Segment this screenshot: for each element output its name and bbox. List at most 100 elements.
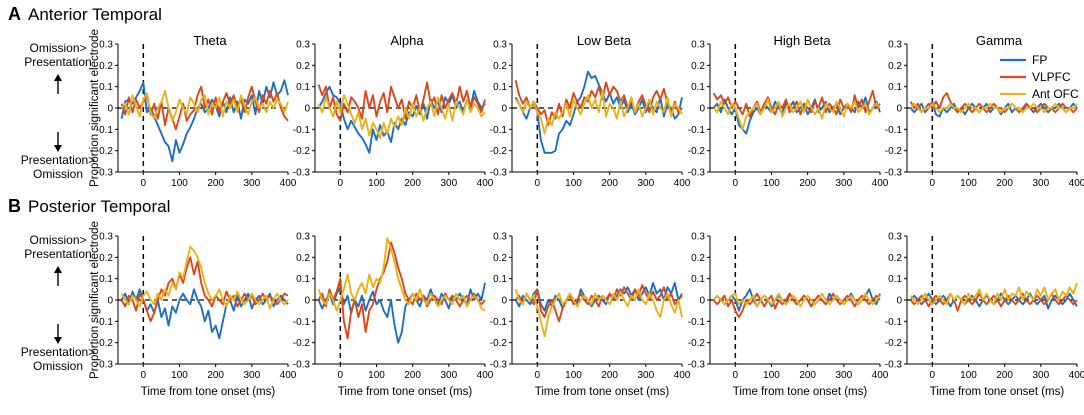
y-tick-label: 0.3 xyxy=(691,40,705,51)
y-tick-label: 0.1 xyxy=(888,274,902,285)
series-line-fp xyxy=(317,282,486,344)
row-title: Anterior Temporal xyxy=(28,5,162,24)
y-tick-label: 0.2 xyxy=(99,253,113,264)
y-tick-label: 0.3 xyxy=(888,40,902,51)
x-tick-label: 0 xyxy=(733,370,739,381)
arrow-up-head-icon xyxy=(54,266,62,273)
x-axis-label: Time from tone onset (ms) xyxy=(338,386,473,398)
x-tick-label: 100 xyxy=(171,370,188,381)
legend-label: Ant OFC xyxy=(1032,87,1079,101)
x-tick-label: 400 xyxy=(477,370,494,381)
y-tick-label: 0 xyxy=(107,104,113,115)
y-tick-label: -0.2 xyxy=(885,146,903,157)
panel-high-beta: High Beta 0.3 0.2 0.1 0 -0.1 -0.2 -0.3 0 100 200 30… xyxy=(688,33,889,189)
y-tick-label: -0.3 xyxy=(490,168,508,179)
x-axis-label: Time from tone onset (ms) xyxy=(535,386,670,398)
row-letter: A xyxy=(8,4,21,24)
x-tick-label: 400 xyxy=(872,178,889,189)
y-tick-label: 0 xyxy=(896,296,902,307)
panel-title: Alpha xyxy=(390,33,424,48)
y-tick-label: 0.3 xyxy=(99,40,113,51)
y-tick-label: 0.1 xyxy=(888,82,902,93)
y-axis-label: Proportion significant electrode xyxy=(89,29,101,187)
y-tick-label: -0.3 xyxy=(688,360,706,371)
x-tick-label: 300 xyxy=(243,178,260,189)
y-tick-label: -0.3 xyxy=(490,360,508,371)
panel-gamma: Gamma 0.3 0.2 0.1 0 -0.1 -0.2 -0.3 0 100 200 300 400 xyxy=(885,33,1084,189)
annotation-top-line-2: Presentation xyxy=(24,247,91,261)
y-tick-label: 0.1 xyxy=(99,82,113,93)
y-tick-label: -0.1 xyxy=(490,317,508,328)
series-line-vlpfc xyxy=(317,81,486,122)
x-tick-label: 100 xyxy=(763,370,780,381)
y-tick-label: 0.1 xyxy=(493,274,507,285)
y-tick-label: 0.1 xyxy=(493,82,507,93)
x-tick-label: 0 xyxy=(338,370,344,381)
x-tick-label: 200 xyxy=(799,178,816,189)
y-tick-label: 0.1 xyxy=(296,82,310,93)
y-tick-label: 0 xyxy=(501,296,507,307)
arrow-down-head-icon xyxy=(54,145,62,152)
x-tick-label: 0 xyxy=(338,178,344,189)
y-tick-label: 0.1 xyxy=(99,274,113,285)
y-tick-label: 0 xyxy=(107,296,113,307)
panel-low-beta: 0.3 0.2 0.1 0 -0.1 -0.2 -0.3 0 100 200 300 400 Time … xyxy=(490,232,691,399)
y-tick-label: 0.2 xyxy=(296,61,310,72)
y-tick-label: -0.1 xyxy=(293,317,311,328)
x-tick-label: 0 xyxy=(141,370,147,381)
y-tick-label: 0.3 xyxy=(888,232,902,243)
x-tick-label: 200 xyxy=(601,370,618,381)
annotation-bottom-line-2: Omission xyxy=(33,359,83,373)
x-tick-label: 200 xyxy=(996,370,1013,381)
panel-alpha: Alpha 0.3 0.2 0.1 0 -0.1 -0.2 -0.3 0 100 200 300 400 xyxy=(293,33,494,189)
x-tick-label: 400 xyxy=(280,178,297,189)
legend-label: FP xyxy=(1032,53,1047,67)
x-tick-label: 100 xyxy=(763,178,780,189)
row-b: B Posterior TemporalOmission>Presentation… xyxy=(8,196,1084,398)
y-tick-label: 0.1 xyxy=(691,274,705,285)
annotation-top-line-2: Presentation xyxy=(24,55,91,69)
y-tick-label: -0.3 xyxy=(885,168,903,179)
x-tick-label: 100 xyxy=(368,370,385,381)
y-tick-label: -0.3 xyxy=(885,360,903,371)
y-tick-label: -0.1 xyxy=(96,125,114,136)
y-tick-label: -0.2 xyxy=(490,338,508,349)
series-line-ant-ofc xyxy=(514,89,683,135)
y-tick-label: -0.1 xyxy=(96,317,114,328)
row-letter: B xyxy=(8,196,21,216)
x-axis-label: Time from tone onset (ms) xyxy=(930,386,1065,398)
series-line-ant-ofc xyxy=(120,89,289,122)
x-tick-label: 400 xyxy=(674,370,691,381)
y-tick-label: 0.2 xyxy=(493,253,507,264)
y-tick-label: -0.3 xyxy=(293,360,311,371)
series-line-fp xyxy=(317,85,486,154)
row-a: A Anterior TemporalOmission>PresentationP… xyxy=(8,4,1084,189)
y-tick-label: -0.1 xyxy=(490,125,508,136)
x-tick-label: 0 xyxy=(930,370,936,381)
y-tick-label: 0 xyxy=(896,104,902,115)
series-line-ant-ofc xyxy=(317,237,486,312)
series-line-ant-ofc xyxy=(120,245,289,310)
y-tick-label: 0.2 xyxy=(493,61,507,72)
y-tick-label: 0.2 xyxy=(691,61,705,72)
x-tick-label: 300 xyxy=(1032,370,1049,381)
y-tick-label: 0.2 xyxy=(888,61,902,72)
x-tick-label: 300 xyxy=(637,178,654,189)
x-tick-label: 100 xyxy=(960,178,977,189)
y-tick-label: -0.1 xyxy=(885,317,903,328)
x-tick-label: 300 xyxy=(440,370,457,381)
legend-label: VLPFC xyxy=(1032,70,1071,84)
x-tick-label: 0 xyxy=(535,178,541,189)
x-tick-label: 300 xyxy=(440,178,457,189)
x-axis-label: Time from tone onset (ms) xyxy=(141,386,276,398)
y-tick-label: -0.2 xyxy=(688,338,706,349)
y-tick-label: 0.2 xyxy=(99,61,113,72)
x-tick-label: 200 xyxy=(996,178,1013,189)
y-tick-label: 0 xyxy=(699,104,705,115)
y-tick-label: 0.3 xyxy=(691,232,705,243)
series-line-vlpfc xyxy=(514,80,683,127)
x-tick-label: 300 xyxy=(243,370,260,381)
y-tick-label: -0.1 xyxy=(293,125,311,136)
x-tick-label: 0 xyxy=(535,370,541,381)
y-tick-label: 0.3 xyxy=(99,232,113,243)
